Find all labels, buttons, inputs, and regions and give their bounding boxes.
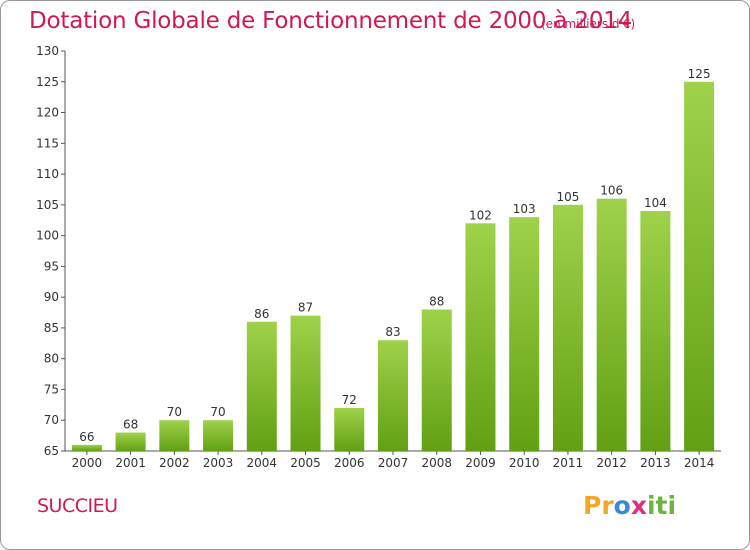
y-tick-label: 75 [44,382,59,396]
bar-value-label: 105 [556,190,579,204]
x-tick-label: 2003 [203,456,234,470]
bar [378,340,408,451]
y-tick-label: 120 [36,106,59,120]
y-tick-label: 85 [44,321,59,335]
chart-subtitle: (en milliers d'€) [541,17,636,31]
bar [596,198,627,451]
bar [334,407,365,451]
bar [465,223,496,451]
x-tick-label: 2002 [159,456,190,470]
bar [684,81,715,452]
x-tick-label: 2007 [378,456,409,470]
y-tick-label: 95 [44,259,59,273]
bar [115,432,146,451]
x-tick-label: 2004 [247,456,278,470]
y-tick-label: 125 [36,75,59,89]
bar-value-label: 66 [79,430,94,444]
x-tick-label: 2000 [72,456,103,470]
bar-value-label: 86 [254,307,269,321]
y-tick-label: 65 [44,444,59,458]
bar [203,420,234,451]
y-tick-label: 100 [36,229,59,243]
bar-chart: 65 70 75 80 85 90 95 100 105 110 115 120 125 130 66 20… [36,44,721,470]
bar [290,315,321,451]
chart-title: Dotation Globale de Fonctionnement de 20… [29,8,633,34]
x-tick-label: 2006 [334,456,365,470]
x-tick-label: 2014 [684,456,715,470]
bar [552,204,583,451]
x-tick-label: 2013 [640,456,671,470]
x-tick-label: 2005 [290,456,321,470]
town-name: SUCCIEU [37,495,118,517]
y-tick-label: 80 [44,352,59,366]
bar-value-label: 72 [342,393,357,407]
y-tick-label: 70 [44,413,59,427]
bar [640,211,671,451]
bar-value-label: 104 [644,196,667,210]
proxiti-logo: Proxiti [583,491,677,520]
x-tick-label: 2001 [115,456,146,470]
x-tick-label: 2008 [421,456,452,470]
bar-value-label: 106 [600,184,623,198]
y-tick-label: 115 [36,136,59,150]
bar-value-label: 102 [469,208,492,222]
bar-value-label: 70 [167,405,182,419]
bar [246,321,277,451]
bar-value-label: 103 [513,202,536,216]
bar-value-label: 83 [385,325,400,339]
y-tick-label: 90 [44,290,59,304]
x-tick-label: 2009 [465,456,496,470]
y-tick-label: 130 [36,44,59,58]
y-tick-label: 110 [36,167,59,181]
x-tick-label: 2011 [553,456,584,470]
bar [71,444,102,451]
bar-value-label: 125 [688,67,711,81]
bar [509,217,540,451]
bar-value-label: 70 [210,405,225,419]
x-tick-label: 2012 [596,456,627,470]
x-tick-label: 2010 [509,456,540,470]
y-tick-label: 105 [36,198,59,212]
bar [421,309,452,451]
bar-value-label: 88 [429,294,444,308]
bar [159,420,190,451]
bar-value-label: 68 [123,418,138,432]
bar-value-label: 87 [298,301,313,315]
